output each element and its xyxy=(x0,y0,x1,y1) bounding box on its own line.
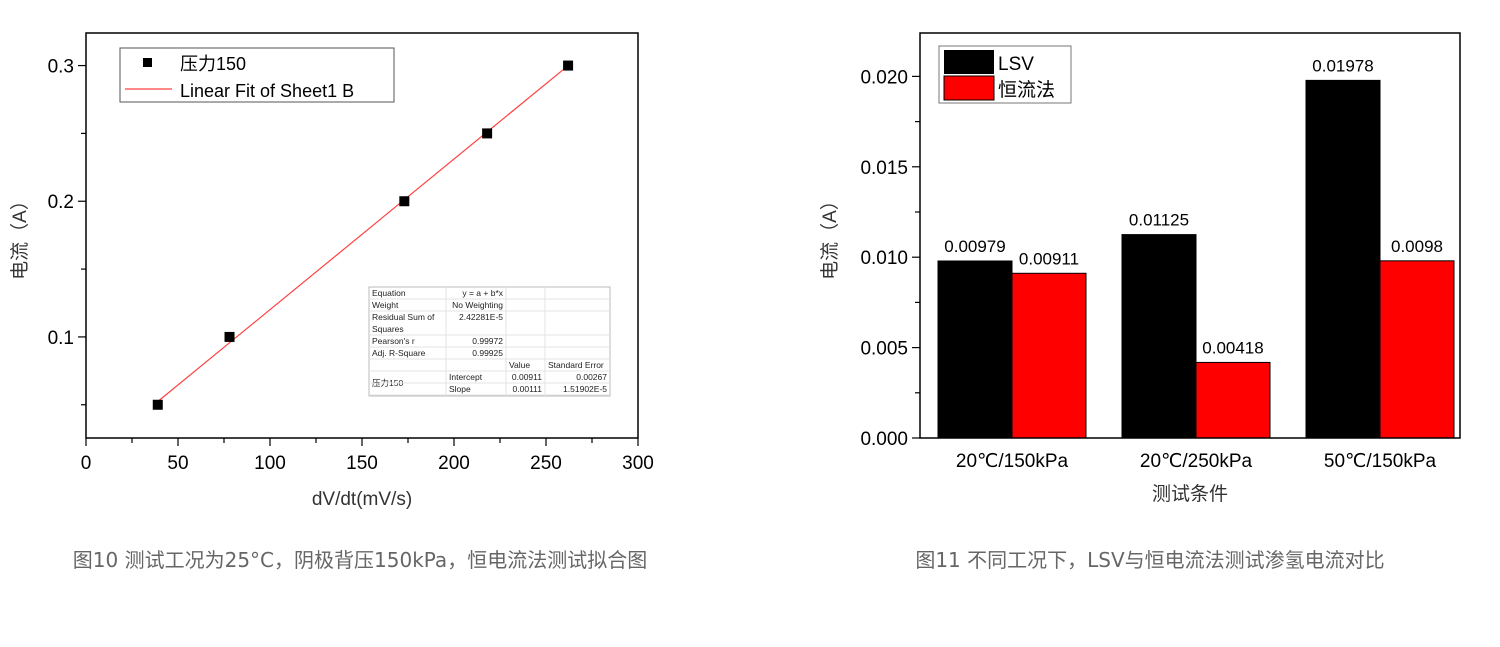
fit-line xyxy=(157,65,569,402)
x-tick-label: 300 xyxy=(622,453,654,474)
figure-10-caption: 图10 测试工况为25°C，阴极背压150kPa，恒电流法测试拟合图 xyxy=(72,548,648,572)
y-tick-label: 0.000 xyxy=(860,429,908,450)
y-tick-label: 0.1 xyxy=(48,328,74,349)
plot-frame xyxy=(919,32,1461,439)
y-tick-label: 0.015 xyxy=(860,158,908,179)
x-tick-label: 200 xyxy=(438,453,470,474)
data-point xyxy=(399,196,410,207)
data-point xyxy=(482,128,493,139)
legend-label: LSV xyxy=(998,54,1034,75)
y-tick-label: 0.005 xyxy=(860,339,908,360)
stats-cell: 1.51902E-5 xyxy=(563,384,607,394)
x-tick-label: 250 xyxy=(530,453,562,474)
x-axis-label: 测试条件 xyxy=(1152,483,1228,505)
y-axis-label: 电流（A） xyxy=(9,191,31,280)
data-point xyxy=(224,331,235,342)
stats-cell: Residual Sum of xyxy=(372,312,435,322)
stats-cell: 0.00911 xyxy=(512,372,542,382)
data-point xyxy=(563,60,574,71)
stats-cell: 0.00111 xyxy=(513,384,543,394)
stats-cell: No Weighting xyxy=(452,300,503,310)
stats-cell: Pearson's r xyxy=(372,336,415,346)
bar-lsv xyxy=(1121,234,1197,439)
bar-value-label: 0.00911 xyxy=(1019,249,1079,268)
legend-label: 恒流法 xyxy=(998,79,1055,101)
figure-11-caption: 图11 不同工况下，LSV与恒电流法测试渗氢电流对比 xyxy=(915,548,1385,572)
x-category-label: 50℃/150kPa xyxy=(1324,451,1437,472)
bar-lsv xyxy=(1305,79,1381,439)
stats-cell: Slope xyxy=(449,384,471,394)
bar-value-label: 0.01978 xyxy=(1312,56,1373,75)
legend-label: Linear Fit of Sheet1 B xyxy=(180,81,354,101)
y-tick-label: 0.020 xyxy=(860,67,908,88)
stats-cell: 0.99925 xyxy=(472,348,503,358)
stats-cell: Standard Error xyxy=(548,360,604,370)
stats-cell: Adj. R-Square xyxy=(372,348,426,358)
legend-swatch-constant-current xyxy=(943,75,995,101)
y-tick-label: 0.2 xyxy=(48,192,74,213)
legend xyxy=(119,47,395,103)
x-category-label: 20℃/250kPa xyxy=(1140,451,1253,472)
bar-constant-current xyxy=(1379,260,1455,439)
bar-lsv xyxy=(937,260,1013,439)
legend-label: 压力150 xyxy=(180,54,246,74)
y-tick-label: 0.010 xyxy=(860,248,908,269)
bar-value-label: 0.00979 xyxy=(944,237,1005,256)
stats-cell: y = a + b*x xyxy=(462,288,503,298)
stats-cell: 2.42281E-5 xyxy=(459,312,503,322)
bar-value-label: 0.01125 xyxy=(1129,211,1189,230)
stats-cell: 0.99972 xyxy=(472,336,503,346)
stats-table xyxy=(368,286,611,397)
x-tick-label: 100 xyxy=(254,453,286,474)
stats-cell: Equation xyxy=(372,288,406,298)
legend-marker-scatter xyxy=(143,58,152,67)
x-tick-label: 0 xyxy=(81,453,92,474)
legend-swatch-lsv xyxy=(944,50,994,74)
stats-cell: Intercept xyxy=(449,372,483,382)
x-category-label: 20℃/150kPa xyxy=(956,451,1069,472)
data-point xyxy=(152,399,163,410)
bar-value-label: 0.0098 xyxy=(1391,237,1443,256)
stats-cell: 0.00267 xyxy=(576,372,607,382)
bar-constant-current xyxy=(1195,361,1271,439)
stats-cell: Value xyxy=(509,360,530,370)
x-axis-label: dV/dt(mV/s) xyxy=(312,489,412,510)
x-tick-label: 50 xyxy=(167,453,188,474)
y-axis-label: 电流（A） xyxy=(819,191,841,280)
stats-cell: Weight xyxy=(372,300,399,310)
stats-cell: Squares xyxy=(372,324,404,334)
bar-constant-current xyxy=(1011,272,1087,439)
bar-value-label: 0.00418 xyxy=(1202,338,1263,357)
y-tick-label: 0.3 xyxy=(48,57,74,78)
x-tick-label: 150 xyxy=(346,453,378,474)
